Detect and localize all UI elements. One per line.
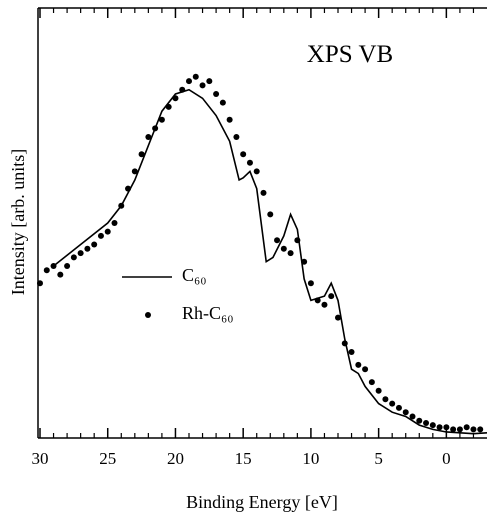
data-point [64,263,71,269]
legend-label: C₆₀ [182,265,207,285]
data-point [246,159,253,166]
data-point [456,426,463,433]
data-point [450,426,457,433]
x-axis-label: Binding Energy [eV] [186,492,338,512]
annotation: XPS VB [307,41,393,68]
data-point [429,422,436,429]
x-tick-label: 30 [32,449,49,468]
x-tick-label: 20 [167,449,184,468]
x-tick-label: 10 [302,449,319,468]
data-point [186,78,192,85]
data-point [260,189,267,196]
data-point [138,151,145,158]
data-point [145,134,152,140]
data-point [226,116,233,123]
data-point [84,245,91,252]
x-tick-label: 25 [99,449,116,468]
data-point [70,254,77,261]
data-point [77,250,84,257]
data-point [43,267,50,274]
x-tick-label: 0 [442,449,451,468]
data-point [219,99,226,106]
data-point [321,301,328,308]
data-point [362,366,369,373]
data-point [233,134,240,140]
data-point [280,245,287,252]
data-point [375,387,382,394]
data-point [294,237,301,244]
data-point [118,202,125,209]
data-point [240,151,247,158]
data-point [416,417,423,424]
data-line [53,88,487,435]
x-tick-label: 15 [235,449,252,468]
data-point [274,237,281,244]
data-point [91,241,98,248]
data-point [382,396,389,403]
data-point [158,116,165,123]
data-point [37,280,43,287]
data-point [131,168,138,175]
data-point [395,404,402,411]
data-point [125,185,132,192]
data-point [104,228,111,235]
data-point [314,297,321,304]
data-point [355,361,362,368]
data-point [57,271,64,278]
data-point [267,211,274,218]
data-point [389,400,396,407]
data-point [301,258,308,265]
y-axis-label: Intensity [arb. units] [8,149,28,295]
data-point [463,424,470,431]
data-point [409,413,416,420]
legend-label: Rh-C₆₀ [182,303,234,323]
data-point [192,73,199,80]
data-point [368,379,375,386]
data-point [111,220,118,226]
data-point [199,82,206,89]
data-point [213,91,220,97]
data-point [172,95,179,102]
data-point [477,426,484,433]
data-point [206,78,213,85]
data-point [423,419,430,426]
data-point [165,103,172,110]
data-point [328,293,335,300]
legend-swatch [145,312,151,318]
data-point [341,340,348,347]
data-point [436,424,443,431]
data-point [152,125,159,132]
data-point [348,349,355,355]
x-tick-label: 5 [374,449,383,468]
data-point [97,232,104,239]
data-point [402,409,409,416]
data-point [179,86,186,93]
data-point [335,314,341,321]
data-point [443,424,450,431]
data-point [50,263,57,269]
data-point [307,280,314,287]
data-point [470,426,477,433]
data-point [253,168,260,175]
data-point [287,250,294,257]
